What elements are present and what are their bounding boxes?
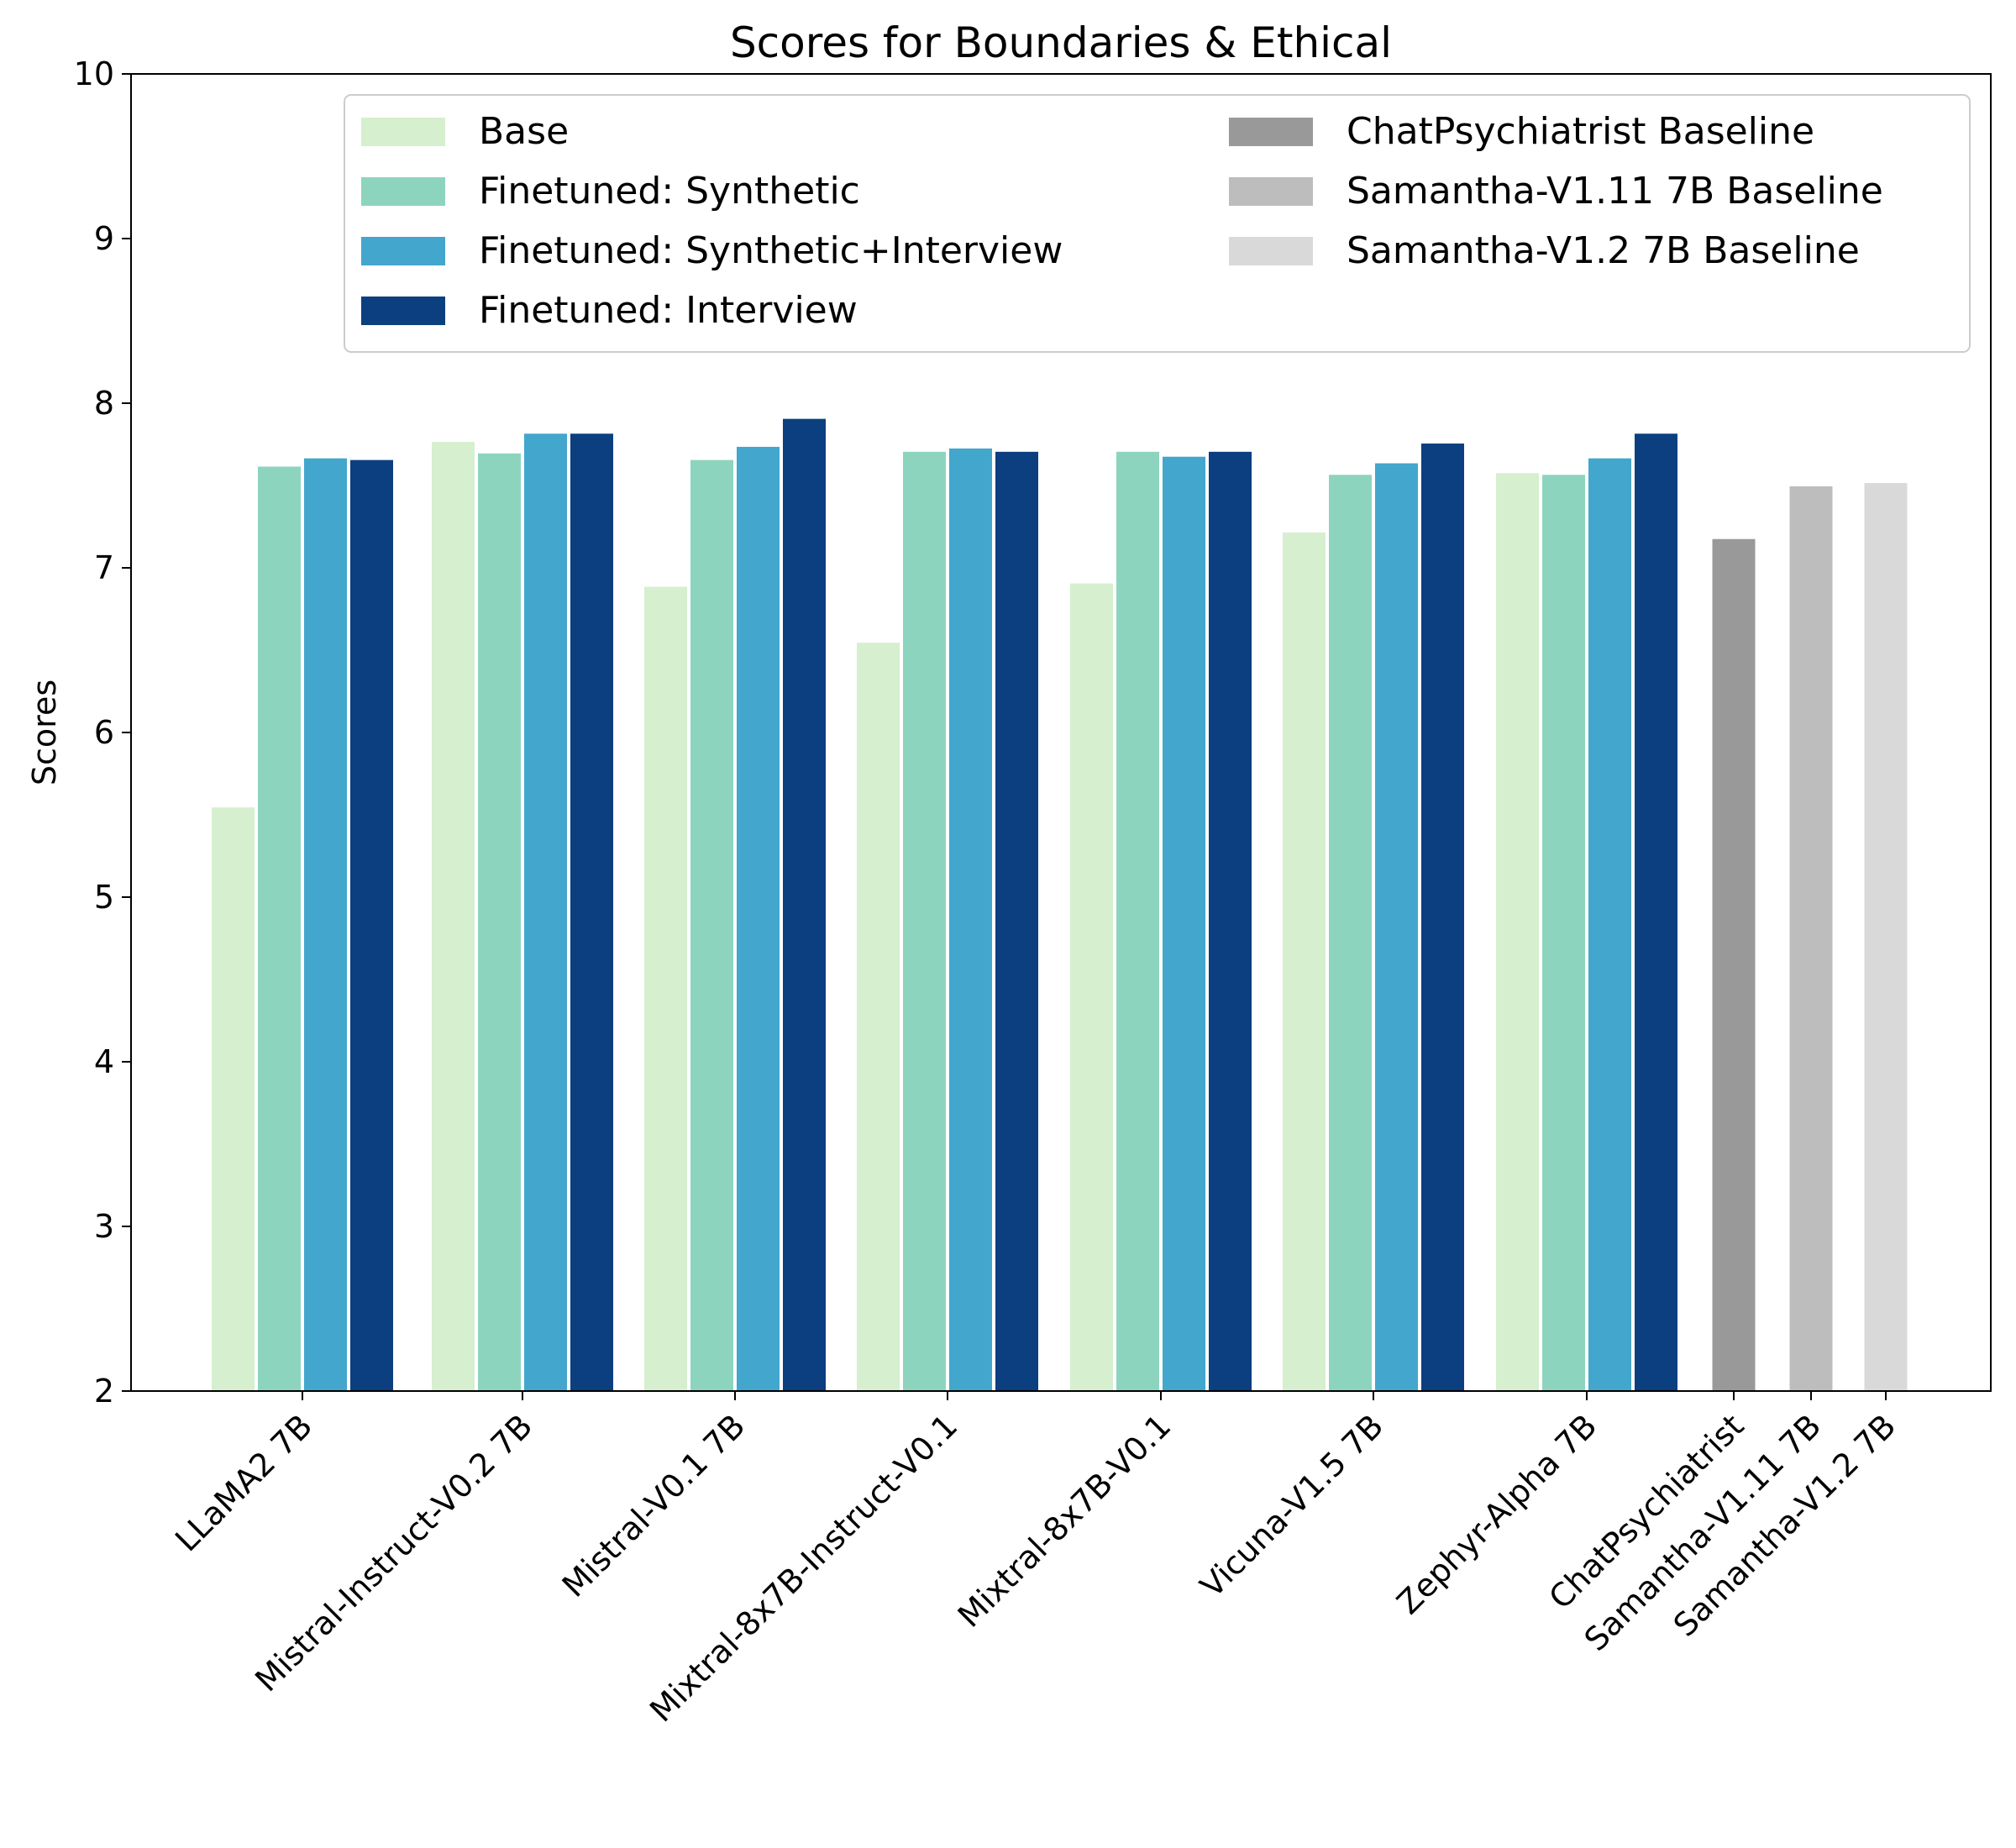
- bar-mixtral-8x7b-v0-1-finetuned-synthetic: [1115, 449, 1161, 1393]
- x-tick-label: Mixtral-8x7B-V0.1: [951, 1407, 1179, 1635]
- bar-mistral-v0-1-7b-base: [643, 585, 689, 1392]
- y-tick-label: 7: [94, 549, 114, 586]
- legend-label-finetuned-synthetic: Finetuned: Synthetic: [479, 170, 860, 213]
- y-tick-label: 2: [94, 1373, 114, 1410]
- bar-mixtral-8x7b-instruct-v0-1-finetuned-synthetic: [901, 449, 948, 1393]
- bar-vicuna-v1-5-7b-base: [1281, 530, 1327, 1392]
- legend-swatch-samantha-v1-2-7b-baseline: [1229, 237, 1313, 265]
- bar-zephyr-alpha-7b-finetuned-interview: [1633, 432, 1679, 1392]
- bar-mistral-instruct-v0-2-7b-finetuned-synthetic: [476, 451, 522, 1392]
- bar-llama2-7b-finetuned-interview: [349, 458, 395, 1392]
- y-tick-label: 4: [94, 1043, 114, 1080]
- y-tick-label: 3: [94, 1208, 114, 1245]
- bar-llama2-7b-finetuned-synthetic: [256, 465, 302, 1392]
- legend-label-chatpsychiatrist-baseline: ChatPsychiatrist Baseline: [1347, 110, 1814, 153]
- legend-label-finetuned-interview: Finetuned: Interview: [479, 289, 858, 332]
- y-tick-label: 5: [94, 879, 114, 916]
- legend-swatch-finetuned-interview: [361, 297, 445, 325]
- legend-swatch-chatpsychiatrist-baseline: [1229, 118, 1313, 146]
- y-tick-label: 8: [94, 385, 114, 422]
- legend-swatch-base: [361, 118, 445, 146]
- x-tick-label: Mistral-V0.1 7B: [555, 1407, 753, 1604]
- bar-mistral-instruct-v0-2-7b-base: [430, 440, 476, 1393]
- bar-mixtral-8x7b-instruct-v0-1-base: [855, 641, 901, 1392]
- bar-mixtral-8x7b-v0-1-finetuned-synthetic-interview: [1161, 454, 1207, 1392]
- y-axis-label: Scores: [26, 680, 63, 785]
- x-tick-label: Vicuna-V1.5 7B: [1193, 1407, 1390, 1604]
- bar-zephyr-alpha-7b-base: [1494, 471, 1541, 1393]
- bar-llama2-7b-finetuned-synthetic-interview: [302, 456, 349, 1392]
- bar-mistral-v0-1-7b-finetuned-interview: [781, 417, 827, 1392]
- bar-vicuna-v1-5-7b-finetuned-synthetic-interview: [1373, 461, 1420, 1392]
- bars-group: [210, 417, 1909, 1393]
- legend: Base Finetuned: Synthetic Finetuned: Synth…: [344, 94, 1971, 353]
- bar-chatpsychiatrist-chatpsychiatrist-baseline: [1710, 537, 1757, 1392]
- y-tick-label: 10: [74, 55, 114, 92]
- legend-label-base: Base: [479, 110, 569, 153]
- bar-mixtral-8x7b-instruct-v0-1-finetuned-interview: [994, 449, 1040, 1393]
- legend-label-samantha-v1-11-7b-baseline: Samantha-V1.11 7B Baseline: [1347, 170, 1883, 213]
- bar-llama2-7b-base: [210, 806, 256, 1392]
- bar-mixtral-8x7b-v0-1-base: [1068, 581, 1115, 1392]
- y-tick-label: 6: [94, 714, 114, 751]
- bar-zephyr-alpha-7b-finetuned-synthetic-interview: [1587, 456, 1633, 1392]
- bar-samantha-v1-2-7b-samantha-v1-2-7b-baseline: [1862, 481, 1909, 1393]
- legend-swatch-finetuned-synthetic: [361, 177, 445, 206]
- bar-samantha-v1-11-7b-samantha-v1-11-7b-baseline: [1788, 485, 1835, 1392]
- y-axis: 2 3 4 5 6 7 8 9 10: [74, 55, 131, 1410]
- legend-label-finetuned-synthetic-interview: Finetuned: Synthetic+Interview: [479, 229, 1063, 272]
- bar-vicuna-v1-5-7b-finetuned-synthetic: [1327, 473, 1373, 1392]
- chart-title: Scores for Boundaries & Ethical: [730, 18, 1392, 67]
- bar-mistral-v0-1-7b-finetuned-synthetic: [689, 458, 735, 1392]
- legend-swatch-finetuned-synthetic-interview: [361, 237, 445, 265]
- y-tick-label: 9: [94, 220, 114, 257]
- x-tick-label: LLaMA2 7B: [168, 1407, 319, 1558]
- bar-vicuna-v1-5-7b-finetuned-interview: [1420, 442, 1466, 1392]
- bar-mistral-instruct-v0-2-7b-finetuned-synthetic-interview: [522, 432, 569, 1392]
- bar-mixtral-8x7b-instruct-v0-1-finetuned-synthetic-interview: [948, 446, 994, 1392]
- bar-mixtral-8x7b-v0-1-finetuned-interview: [1207, 449, 1253, 1393]
- legend-frame: [344, 94, 1971, 353]
- bar-mistral-instruct-v0-2-7b-finetuned-interview: [569, 432, 615, 1392]
- legend-label-samantha-v1-2-7b-baseline: Samantha-V1.2 7B Baseline: [1347, 229, 1860, 272]
- legend-swatch-samantha-v1-11-7b-baseline: [1229, 177, 1313, 206]
- bar-zephyr-alpha-7b-finetuned-synthetic: [1541, 473, 1587, 1392]
- bar-mistral-v0-1-7b-finetuned-synthetic-interview: [735, 444, 781, 1393]
